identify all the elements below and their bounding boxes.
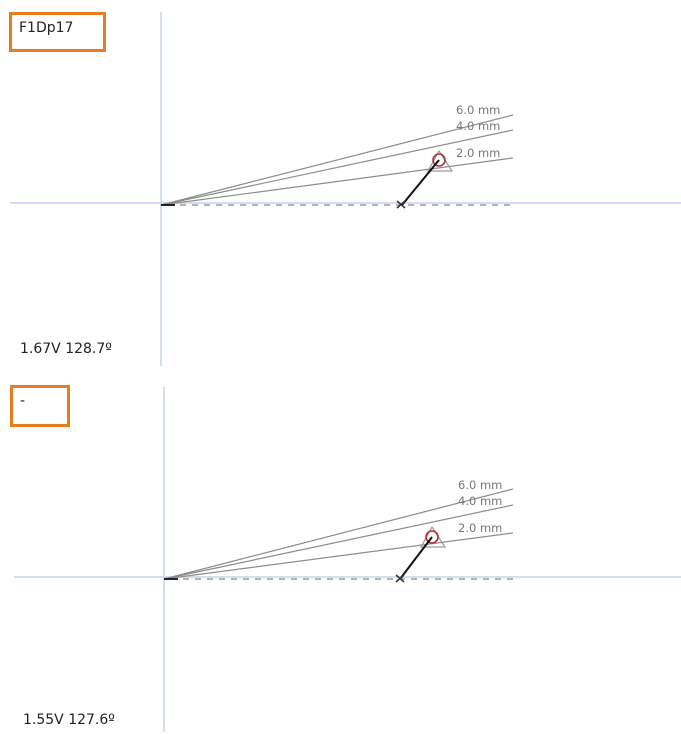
- vector-base-marker-icon: [396, 200, 406, 209]
- line-label-6mm: 6.0 mm: [458, 478, 502, 492]
- diagram-panel-1: 6.0 mm 4.0 mm 2.0 mm F1Dp17 1.67V 128.7º: [9, 12, 681, 366]
- line-6mm: [160, 114, 514, 206]
- voltage-angle-readout: 1.55V 127.6º: [23, 712, 115, 728]
- line-label-4mm: 4.0 mm: [458, 494, 502, 508]
- angle-diagram-2: 6.0 mm 4.0 mm 2.0 mm: [14, 387, 681, 732]
- line-label-4mm: 4.0 mm: [456, 119, 500, 133]
- vector-base-marker-icon: [395, 574, 405, 583]
- diagram-panel-2: 6.0 mm 4.0 mm 2.0 mm - 1.55V 127.6º: [0, 375, 681, 734]
- angle-diagram-1: 6.0 mm 4.0 mm 2.0 mm: [10, 12, 681, 366]
- voltage-angle-readout: 1.67V 128.7º: [20, 341, 112, 357]
- line-label-6mm: 6.0 mm: [456, 103, 500, 117]
- line-4mm: [160, 129, 514, 206]
- target-circle-icon: [432, 153, 446, 167]
- line-2mm: [160, 157, 514, 206]
- vector-arrow: [401, 159, 440, 206]
- target-circle-icon: [425, 530, 439, 544]
- line-label-2mm: 2.0 mm: [456, 146, 500, 160]
- panel-label-box[interactable]: F1Dp17: [9, 12, 106, 52]
- line-4mm: [163, 504, 514, 580]
- panel-label-box[interactable]: -: [10, 385, 70, 427]
- vector-arrow: [399, 536, 433, 580]
- line-label-2mm: 2.0 mm: [458, 521, 502, 535]
- line-2mm: [163, 532, 514, 580]
- line-6mm: [163, 488, 514, 580]
